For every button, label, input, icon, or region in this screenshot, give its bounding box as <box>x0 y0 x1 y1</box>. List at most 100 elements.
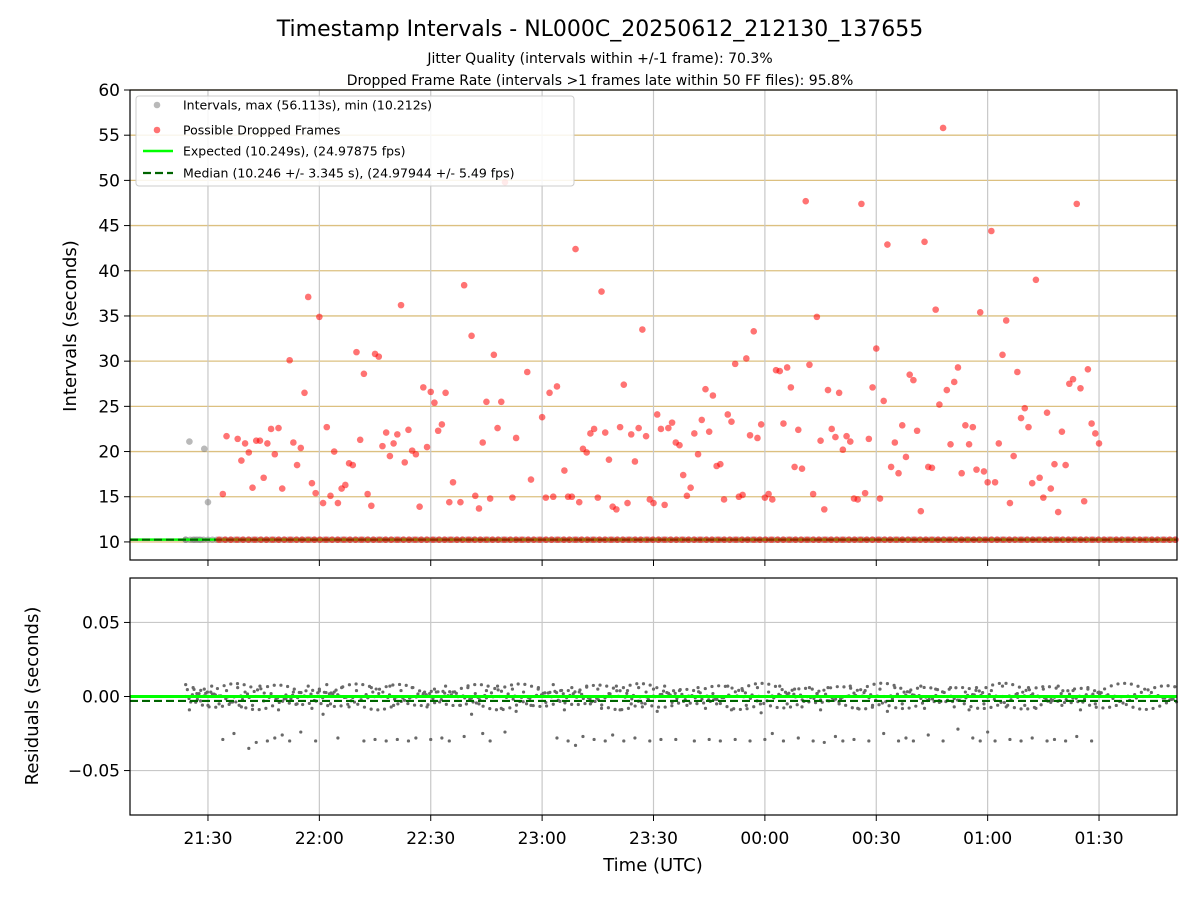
dropped-frame-point <box>304 293 312 301</box>
residual-point <box>629 702 633 706</box>
residual-point <box>815 691 819 696</box>
dropped-frame-point <box>548 536 556 543</box>
dropped-frame-point <box>605 456 613 463</box>
residual-point <box>703 686 707 691</box>
residual-point <box>1008 737 1012 742</box>
dropped-frame-point <box>887 463 895 471</box>
dropped-frame-point <box>910 536 918 543</box>
intervals-plot: 10 15 20 25 30 35 40 45 50 55 60 <box>98 81 1179 566</box>
residual-point <box>685 687 689 692</box>
residual-point <box>867 739 871 743</box>
residual-point <box>195 691 199 696</box>
dropped-frame-point <box>875 536 882 543</box>
residual-point <box>640 705 644 709</box>
residual-point <box>621 686 626 690</box>
dropped-frame-point <box>483 398 490 406</box>
residual-point <box>688 701 692 705</box>
dropped-frame-point <box>667 536 674 543</box>
residual-point <box>1031 692 1035 696</box>
dropped-frame-point <box>405 536 413 543</box>
residual-point <box>655 686 659 690</box>
dropped-frame-point <box>219 490 227 498</box>
dropped-frame-point <box>631 458 639 465</box>
dropped-frame-point <box>435 536 443 543</box>
dropped-frame-point <box>786 536 793 543</box>
residual-point <box>250 703 255 707</box>
dropped-frame-point <box>1017 536 1025 543</box>
residual-point <box>922 706 927 710</box>
dropped-frame-point <box>1080 497 1088 505</box>
dropped-frame-point <box>1148 536 1156 543</box>
residual-point <box>841 739 845 743</box>
dropped-frame-point <box>506 536 514 543</box>
dropped-frame-point <box>792 536 799 543</box>
residual-point <box>877 703 881 707</box>
residual-point <box>792 687 797 691</box>
dropped-frame-point <box>691 430 698 437</box>
dropped-frame-point <box>353 348 360 356</box>
dropped-frame-point <box>774 536 781 543</box>
residual-point <box>412 703 417 707</box>
dropped-frame-point <box>857 536 864 543</box>
residual-point <box>989 688 993 693</box>
residual-point <box>1060 703 1064 707</box>
residual-point <box>833 734 838 739</box>
dropped-frame-point <box>1077 384 1084 392</box>
dropped-frame-point <box>928 464 936 472</box>
residual-point <box>276 708 281 712</box>
residual-point <box>1149 690 1153 695</box>
residual-point <box>516 682 520 686</box>
residual-point <box>548 690 552 694</box>
residual-point <box>785 702 789 706</box>
residual-point <box>692 739 696 743</box>
residual-point <box>659 737 663 742</box>
residual-point <box>1021 690 1025 694</box>
dropped-frame-point <box>962 422 969 429</box>
residual-point <box>1171 697 1175 701</box>
dropped-frame-point <box>717 460 724 468</box>
residual-point <box>1017 685 1021 689</box>
residual-point <box>715 697 719 702</box>
residual-point <box>661 689 666 693</box>
dropped-frame-point <box>939 124 947 132</box>
residual-point <box>536 686 541 690</box>
residuals-plot: 0.05 0.00 −0.05 21:30 22:00 22:30 23:00 23:30 00… <box>68 577 1179 849</box>
dropped-frame-point <box>1130 536 1138 543</box>
residual-point <box>1121 701 1125 705</box>
residual-point <box>1030 736 1034 740</box>
dropped-frame-point <box>1058 428 1066 435</box>
residual-point <box>882 731 886 736</box>
residual-point <box>1000 684 1005 688</box>
residual-point <box>718 739 722 743</box>
dropped-frame-point <box>791 463 798 471</box>
residual-point <box>614 684 618 688</box>
dropped-frame-point <box>802 197 810 205</box>
residual-point <box>325 683 329 687</box>
residual-point <box>269 691 273 696</box>
residual-point <box>1026 686 1031 690</box>
residual-point <box>429 689 433 693</box>
residual-point <box>643 702 647 706</box>
dropped-frame-point <box>958 536 965 543</box>
dropped-frame-point <box>429 536 437 543</box>
residual-point <box>481 731 485 736</box>
dropped-frame-point <box>1172 536 1179 543</box>
residual-point <box>934 687 938 691</box>
residual-point <box>929 686 933 690</box>
dropped-frame-point <box>988 536 995 543</box>
dropped-frame-point <box>310 536 318 543</box>
residual-point <box>462 734 466 739</box>
dropped-frame-point <box>731 360 739 368</box>
dropped-frame-point <box>650 499 657 507</box>
residual-point <box>598 683 602 687</box>
residual-point <box>377 687 382 691</box>
residual-point <box>443 691 447 695</box>
dropped-frame-point <box>223 432 230 440</box>
dropped-frame-point <box>906 371 913 379</box>
residual-point <box>894 706 898 710</box>
residual-point <box>481 704 485 708</box>
residual-point <box>1024 688 1028 692</box>
residual-point <box>648 683 652 687</box>
dropped-frame-point <box>964 536 971 543</box>
